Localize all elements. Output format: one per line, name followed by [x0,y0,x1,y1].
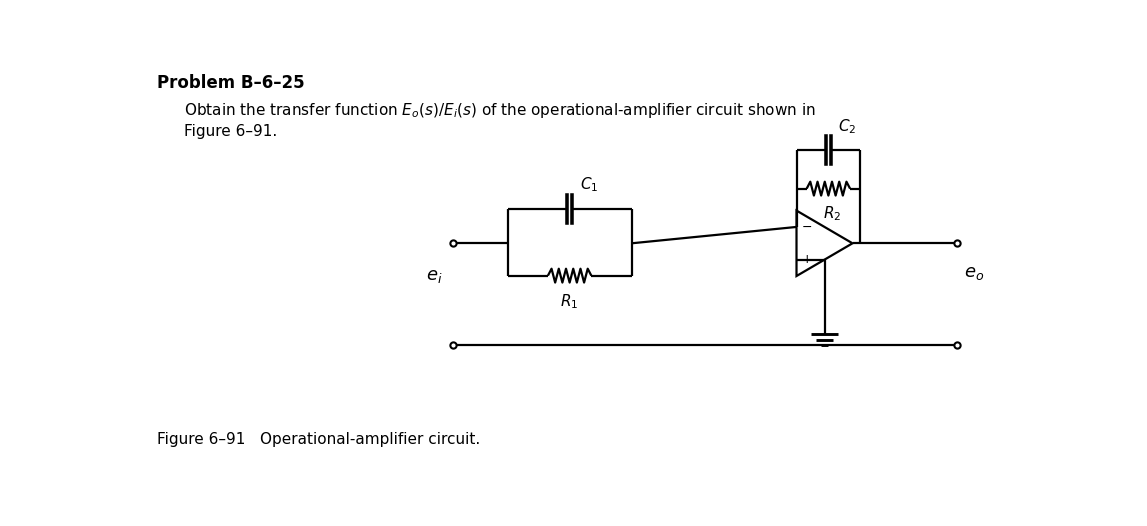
Text: $C_2$: $C_2$ [838,118,857,136]
Text: $R_1$: $R_1$ [561,292,579,310]
Text: Figure 6–91.: Figure 6–91. [184,124,276,139]
Text: $e_i$: $e_i$ [426,267,443,285]
Text: −: − [802,220,812,234]
Text: Obtain the transfer function $E_o(s)/E_i(s)$ of the operational-amplifier circui: Obtain the transfer function $E_o(s)/E_i… [184,101,816,120]
Text: $R_2$: $R_2$ [824,204,842,222]
Text: $C_1$: $C_1$ [579,175,598,194]
Text: Problem B–6–25: Problem B–6–25 [157,74,305,92]
Text: $e_o$: $e_o$ [965,264,984,281]
Text: +: + [802,253,812,266]
Text: Figure 6–91   Operational-amplifier circuit.: Figure 6–91 Operational-amplifier circui… [157,431,481,447]
